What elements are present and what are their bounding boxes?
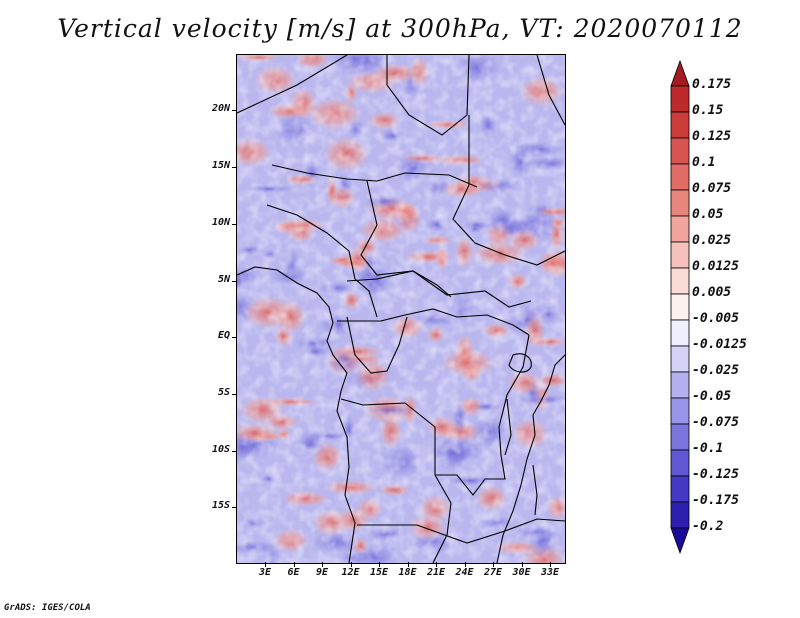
- lat-tick: [232, 224, 237, 225]
- red-sea: [536, 55, 565, 126]
- colorbar-swatch: [670, 423, 690, 451]
- lon-tick: [350, 562, 352, 567]
- lat-label: 10N: [211, 217, 230, 228]
- border-chad: [360, 180, 452, 298]
- lake-malawi: [532, 464, 538, 516]
- lon-tick: [493, 562, 494, 567]
- colorbar-swatch: [670, 267, 690, 295]
- colorbar-swatch: [670, 475, 690, 503]
- border-south: [357, 518, 565, 544]
- colorbar-swatch: [670, 241, 690, 269]
- colorbar-label: -0.2: [692, 519, 724, 534]
- lat-tick: [232, 110, 237, 111]
- lake-tanganyika: [504, 398, 512, 456]
- colorbar-label: -0.005: [692, 311, 739, 326]
- colorbar-label: 0.15: [692, 103, 724, 118]
- colorbar-swatch: [670, 449, 690, 477]
- colorbar-swatch: [670, 371, 690, 399]
- lon-tick: [322, 562, 323, 567]
- coastline-east-africa: [496, 354, 565, 563]
- lake-victoria: [508, 353, 532, 373]
- colorbar-label: 0.0125: [692, 259, 739, 274]
- colorbar-swatch: [670, 397, 690, 425]
- border-nigeria: [266, 204, 356, 280]
- colorbar-label: -0.0125: [692, 337, 747, 352]
- grads-credit: GrADS: IGES/COLA: [4, 603, 91, 613]
- colorbar: [670, 60, 690, 555]
- coastline-gulf-of-guinea: [237, 266, 356, 563]
- border-sudan: [452, 115, 565, 266]
- border-drc-north: [337, 308, 530, 336]
- colorbar-label: 0.125: [692, 129, 732, 144]
- lon-tick: [550, 562, 551, 567]
- lat-tick: [232, 507, 237, 508]
- colorbar-swatch: [670, 111, 690, 139]
- lon-label: 24E: [455, 567, 474, 578]
- lon-tick: [464, 562, 466, 567]
- colorbar-label: -0.175: [692, 493, 739, 508]
- colorbar-label: 0.025: [692, 233, 732, 248]
- colorbar-swatch: [670, 293, 690, 321]
- lon-tick: [407, 562, 409, 567]
- colorbar-swatch: [670, 163, 690, 191]
- border-sahel: [271, 164, 478, 188]
- colorbar-label: 0.005: [692, 285, 732, 300]
- border-libya: [386, 55, 470, 136]
- lon-tick: [379, 562, 380, 567]
- lon-tick: [265, 562, 266, 567]
- colorbar-label: -0.025: [692, 363, 739, 378]
- lat-label: 15S: [211, 500, 230, 511]
- border-cameroon: [354, 278, 378, 318]
- colorbar-label: -0.075: [692, 415, 739, 430]
- colorbar-label: 0.175: [692, 77, 732, 92]
- velocity-field-map: [237, 55, 565, 563]
- lat-label: 20N: [211, 103, 230, 114]
- colorbar-swatch: [670, 60, 690, 87]
- colorbar-label: 0.075: [692, 181, 732, 196]
- lat-label: 10S: [211, 444, 230, 455]
- lat-tick: [232, 451, 237, 452]
- colorbar-swatch: [670, 137, 690, 165]
- map-plot-area: [236, 54, 566, 564]
- border-angola: [340, 398, 452, 563]
- lat-label: 15N: [211, 160, 230, 171]
- lon-label: 21E: [426, 567, 446, 578]
- lon-label: 12E: [341, 567, 360, 578]
- colorbar-label: -0.125: [692, 467, 739, 482]
- lon-tick: [293, 562, 295, 567]
- lon-label: 30E: [512, 567, 531, 578]
- chart-title: Vertical velocity [m/s] at 300hPa, VT: 2…: [57, 14, 743, 43]
- lon-label: 3E: [258, 567, 272, 578]
- lat-tick: [232, 167, 237, 168]
- lat-label: EQ: [217, 330, 230, 341]
- colorbar-swatch: [670, 319, 690, 347]
- colorbar-swatch: [670, 189, 690, 217]
- lon-label: 18E: [398, 567, 417, 578]
- colorbar-label: -0.05: [692, 389, 732, 404]
- colorbar-label: 0.05: [692, 207, 724, 222]
- lon-label: 33E: [540, 567, 560, 578]
- colorbar-swatch: [670, 501, 690, 529]
- lat-tick: [232, 394, 237, 395]
- lon-label: 6E: [287, 567, 300, 578]
- colorbar-label: -0.1: [692, 441, 724, 456]
- lon-label: 27E: [483, 567, 503, 578]
- colorbar-swatch: [670, 345, 690, 373]
- border-congo: [346, 316, 408, 374]
- colorbar-swatch: [670, 527, 690, 555]
- lat-tick: [232, 281, 237, 282]
- colorbar-label: 0.1: [692, 155, 716, 170]
- lat-tick: [232, 337, 237, 338]
- colorbar-swatch: [670, 215, 690, 243]
- lon-label: 9E: [315, 567, 329, 578]
- border-car: [346, 270, 532, 308]
- lat-label: 5S: [217, 387, 230, 398]
- lat-label: 5N: [217, 274, 230, 285]
- lon-tick: [436, 562, 437, 567]
- colorbar-swatch: [670, 85, 690, 113]
- border-north: [237, 55, 348, 114]
- lon-label: 15E: [369, 567, 389, 578]
- border-drc-east: [435, 334, 530, 496]
- lon-tick: [521, 562, 523, 567]
